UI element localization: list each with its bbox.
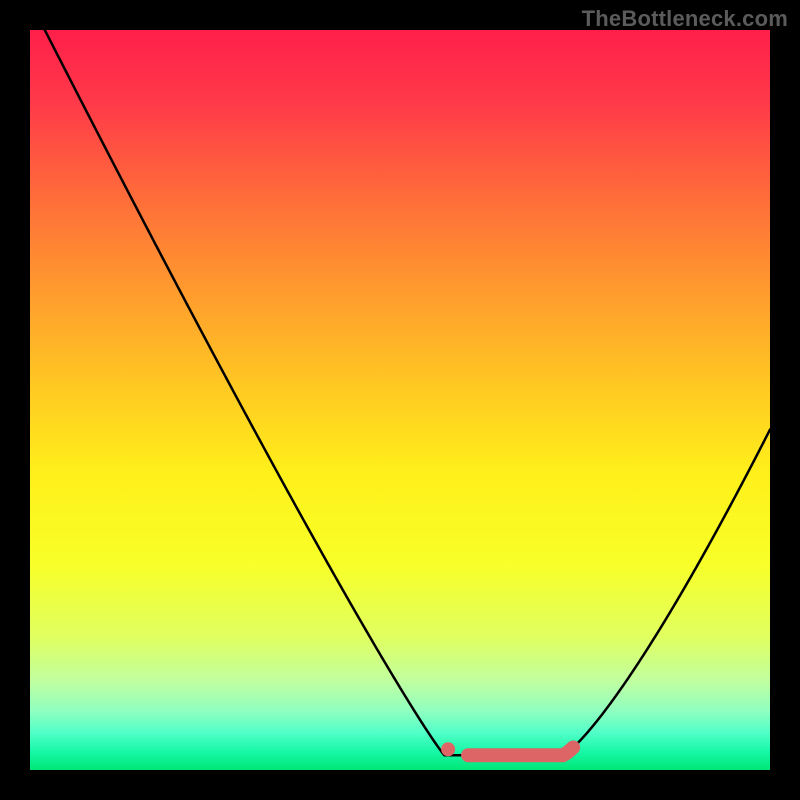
optimal-range-highlight [468,748,573,756]
optimal-point-marker [441,742,455,756]
plot-background [30,30,770,770]
bottleneck-chart [0,0,800,800]
watermark-text: TheBottleneck.com [582,6,788,32]
